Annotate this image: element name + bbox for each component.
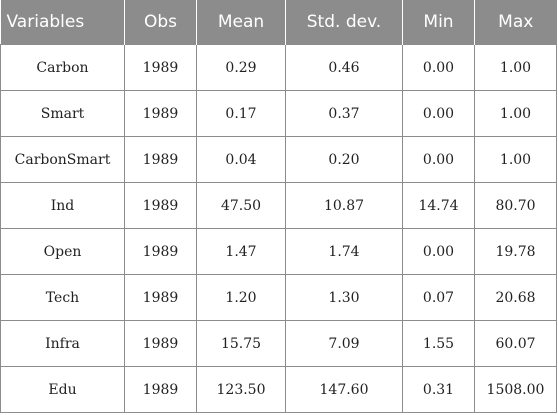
cell-variable: Infra — [0, 320, 125, 367]
cell-max: 1.00 — [474, 136, 557, 183]
cell-max: 80.70 — [474, 182, 557, 229]
cell-max: 60.07 — [474, 320, 557, 367]
table-row: Edu 1989 123.50 147.60 0.31 1508.00 — [0, 366, 557, 413]
header-obs: Obs — [124, 0, 197, 45]
cell-mean: 123.50 — [196, 366, 286, 413]
cell-obs: 1989 — [124, 136, 197, 183]
cell-obs: 1989 — [124, 228, 197, 275]
cell-std-dev: 0.46 — [285, 44, 403, 91]
header-min: Min — [402, 0, 475, 45]
cell-std-dev: 1.74 — [285, 228, 403, 275]
cell-min: 0.31 — [402, 366, 475, 413]
cell-obs: 1989 — [124, 366, 197, 413]
cell-min: 14.74 — [402, 182, 475, 229]
cell-min: 0.00 — [402, 136, 475, 183]
cell-min: 0.07 — [402, 274, 475, 321]
cell-variable: Edu — [0, 366, 125, 413]
table-row: CarbonSmart 1989 0.04 0.20 0.00 1.00 — [0, 136, 557, 183]
cell-mean: 0.17 — [196, 90, 286, 137]
cell-std-dev: 1.30 — [285, 274, 403, 321]
cell-mean: 1.47 — [196, 228, 286, 275]
cell-min: 0.00 — [402, 44, 475, 91]
cell-min: 0.00 — [402, 90, 475, 137]
header-row: Variables Obs Mean Std. dev. Min Max — [0, 0, 557, 45]
cell-obs: 1989 — [124, 182, 197, 229]
cell-std-dev: 0.37 — [285, 90, 403, 137]
cell-obs: 1989 — [124, 274, 197, 321]
cell-obs: 1989 — [124, 44, 197, 91]
cell-min: 0.00 — [402, 228, 475, 275]
cell-variable: Ind — [0, 182, 125, 229]
cell-min: 1.55 — [402, 320, 475, 367]
table-row: Open 1989 1.47 1.74 0.00 19.78 — [0, 228, 557, 275]
cell-obs: 1989 — [124, 320, 197, 367]
cell-variable: Open — [0, 228, 125, 275]
cell-std-dev: 0.20 — [285, 136, 403, 183]
cell-std-dev: 7.09 — [285, 320, 403, 367]
header-max: Max — [474, 0, 557, 45]
header-variables: Variables — [0, 0, 125, 45]
header-std-dev: Std. dev. — [285, 0, 403, 45]
table-row: Carbon 1989 0.29 0.46 0.00 1.00 — [0, 44, 557, 91]
cell-obs: 1989 — [124, 90, 197, 137]
cell-std-dev: 10.87 — [285, 182, 403, 229]
cell-max: 1.00 — [474, 44, 557, 91]
cell-mean: 47.50 — [196, 182, 286, 229]
table-row: Ind 1989 47.50 10.87 14.74 80.70 — [0, 182, 557, 229]
cell-max: 19.78 — [474, 228, 557, 275]
cell-variable: Smart — [0, 90, 125, 137]
cell-variable: CarbonSmart — [0, 136, 125, 183]
cell-mean: 1.20 — [196, 274, 286, 321]
table-row: Infra 1989 15.75 7.09 1.55 60.07 — [0, 320, 557, 367]
cell-max: 1508.00 — [474, 366, 557, 413]
cell-variable: Tech — [0, 274, 125, 321]
cell-max: 20.68 — [474, 274, 557, 321]
cell-variable: Carbon — [0, 44, 125, 91]
table-row: Smart 1989 0.17 0.37 0.00 1.00 — [0, 90, 557, 137]
cell-mean: 15.75 — [196, 320, 286, 367]
cell-max: 1.00 — [474, 90, 557, 137]
table-row: Tech 1989 1.20 1.30 0.07 20.68 — [0, 274, 557, 321]
cell-mean: 0.29 — [196, 44, 286, 91]
cell-std-dev: 147.60 — [285, 366, 403, 413]
header-mean: Mean — [196, 0, 286, 45]
cell-mean: 0.04 — [196, 136, 286, 183]
